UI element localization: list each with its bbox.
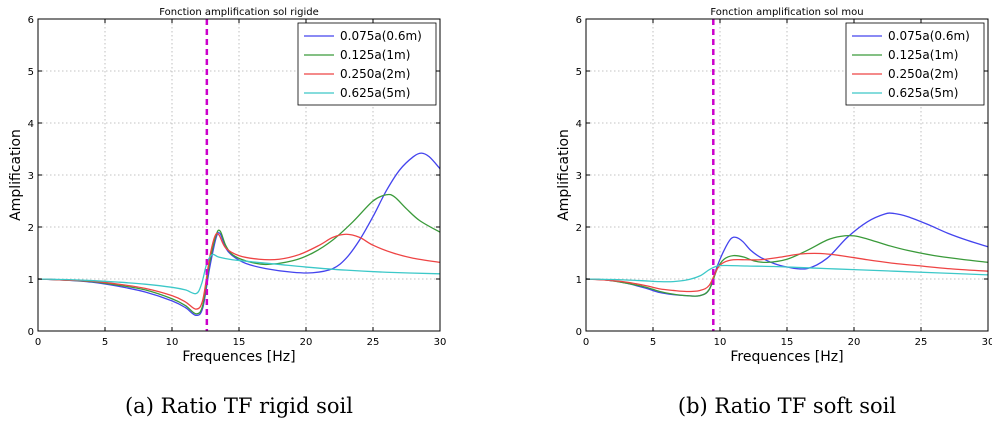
x-tick-label: 10 [714,337,727,348]
legend: 0.075a(0.6m) 0.125a(1m) 0.250a(2m) 0.625a(5… [845,22,985,106]
legend-box [297,22,437,106]
y-tick-label: 2 [28,223,34,234]
y-tick-label: 5 [28,67,34,78]
y-tick-label: 0 [28,327,34,338]
x-tick-label: 15 [233,337,246,348]
series-group [585,212,989,297]
series-line [585,264,989,283]
series-line [37,152,441,317]
y-tick-label: 6 [28,15,34,26]
chart-title: Fonction amplification sol mou [710,7,863,18]
ticks: 0 5 10 15 20 25 30 0 1 2 3 4 5 6 [28,15,447,348]
y-tick-label: 3 [576,171,582,182]
x-tick-label: 10 [166,337,179,348]
legend-label: 0.625a(5m) [340,86,410,100]
y-tick-label: 1 [28,275,34,286]
y-tick-label: 5 [576,67,582,78]
legend-label: 0.075a(0.6m) [888,29,970,43]
x-tick-label: 15 [781,337,794,348]
y-tick-label: 3 [28,171,34,182]
panel-caption: (a) Ratio TF rigid soil [125,394,353,418]
y-tick-label: 2 [576,223,582,234]
x-axis-label: Frequences [Hz] [730,349,843,365]
legend-label: 0.250a(2m) [888,67,958,81]
x-tick-label: 0 [35,337,41,348]
x-tick-label: 25 [915,337,928,348]
legend-label: 0.075a(0.6m) [340,29,422,43]
legend-box [845,22,985,106]
x-axis-label: Frequences [Hz] [182,349,295,365]
y-tick-label: 4 [576,119,582,130]
ticks: 0 5 10 15 20 25 30 0 1 2 3 4 5 6 [576,15,992,348]
chart-panel-soft-soil: Fonction amplification sol mou 0 5 10 15 20 2… [556,7,992,418]
legend-label: 0.125a(1m) [888,48,958,62]
series-line [585,212,989,297]
series-line [585,252,989,293]
y-axis-label: Amplification [8,129,24,221]
x-tick-label: 30 [982,337,992,348]
chart-title: Fonction amplification sol rigide [159,7,319,18]
x-tick-label: 5 [102,337,108,348]
legend-label: 0.625a(5m) [888,86,958,100]
y-tick-label: 0 [576,327,582,338]
series-line [585,234,989,297]
x-tick-label: 25 [367,337,380,348]
legend-label: 0.250a(2m) [340,67,410,81]
y-axis-label: Amplification [556,129,572,221]
y-tick-label: 6 [576,15,582,26]
x-tick-label: 0 [583,337,589,348]
panel-caption: (b) Ratio TF soft soil [678,394,896,418]
y-tick-label: 1 [576,275,582,286]
legend-label: 0.125a(1m) [340,48,410,62]
series-line [37,232,441,310]
x-tick-label: 5 [650,337,656,348]
chart-panel-rigid-soil: Fonction amplification sol rigide 0 5 10 15… [8,7,446,418]
x-tick-label: 20 [300,337,313,348]
y-tick-label: 4 [28,119,34,130]
x-tick-label: 30 [434,337,447,348]
legend: 0.075a(0.6m) 0.125a(1m) 0.250a(2m) 0.625a(5… [297,22,437,106]
x-tick-label: 20 [848,337,861,348]
